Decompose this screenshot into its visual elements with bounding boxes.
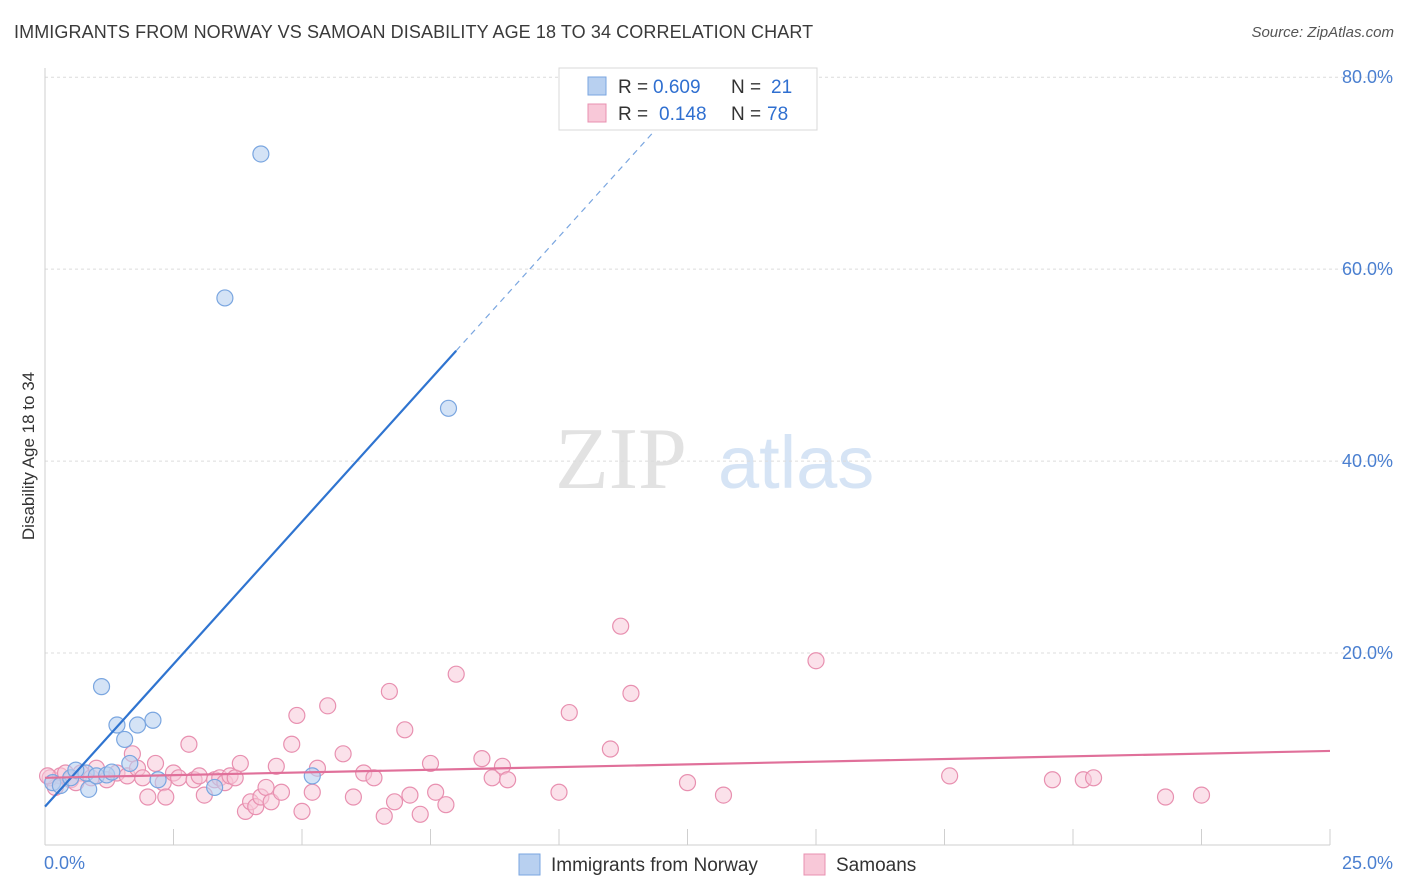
norway-point: [439, 399, 458, 417]
norway-trend-line: [44, 349, 458, 808]
norway-point: [92, 678, 111, 696]
samoan-point: [447, 665, 465, 683]
norway-point: [116, 730, 134, 749]
y-tick-label: 40.0%: [1342, 451, 1393, 471]
norway-n-value: 21: [771, 77, 792, 98]
x-tick-label-min: 0.0%: [44, 853, 85, 873]
norway-point: [128, 716, 147, 734]
samoan-point: [293, 802, 311, 821]
y-axis-title: Disability Age 18 to 34: [19, 372, 38, 540]
samoan-legend-swatch: [587, 103, 607, 123]
norway-point: [80, 780, 98, 798]
samoan-point: [601, 740, 620, 758]
samoan-point: [385, 793, 404, 811]
legend-label-samoans: Samoans: [836, 855, 916, 876]
samoan-point: [622, 684, 640, 702]
norway-point: [206, 778, 224, 797]
samoan-point: [1192, 786, 1211, 804]
norway-point: [121, 754, 139, 773]
samoan-point: [612, 617, 630, 635]
stats-legend: R = 0.609 N = 21 R = 0.148 N = 78: [558, 67, 818, 131]
legend-label-norway: Immigrants from Norway: [551, 855, 758, 876]
samoan-point: [226, 769, 244, 787]
samoan-n-label: N =: [731, 104, 761, 125]
samoan-point: [180, 735, 198, 753]
y-tick-label: 60.0%: [1342, 259, 1393, 279]
samoan-point: [283, 735, 301, 753]
samoan-point: [267, 757, 285, 775]
samoan-point: [560, 703, 578, 722]
norway-point: [149, 771, 167, 789]
norway-point: [103, 763, 121, 781]
trend-lines: [44, 122, 1331, 808]
samoan-r-value: 0.148: [659, 104, 707, 125]
norway-r-label: R =: [618, 77, 648, 98]
samoan-point: [231, 754, 249, 773]
grid-lines: [45, 76, 1392, 654]
samoan-n-value: 78: [767, 104, 788, 125]
samoan-point: [257, 778, 275, 797]
norway-legend-swatch: [587, 76, 607, 96]
samoan-point: [1156, 788, 1175, 806]
samoan-point: [421, 754, 440, 773]
x-tick-label-max: 25.0%: [1342, 853, 1393, 873]
norway-n-label: N =: [731, 77, 761, 98]
samoan-point: [375, 807, 393, 825]
watermark-zip: ZIP: [555, 411, 687, 508]
watermark-atlas: atlas: [718, 421, 874, 504]
norway-point: [252, 145, 270, 163]
x-ticks: [173, 829, 1331, 845]
samoan-point: [319, 697, 337, 715]
norway-trend-extension: [455, 122, 663, 352]
samoan-point: [550, 783, 568, 801]
samoan-point: [807, 652, 825, 670]
samoan-point: [334, 745, 352, 763]
norway-r-value: 0.609: [653, 77, 701, 98]
samoan-point: [303, 783, 321, 801]
samoan-point: [170, 769, 188, 787]
samoan-point: [1084, 769, 1103, 787]
y-tick-labels: 20.0% 40.0% 60.0% 80.0%: [1342, 67, 1393, 663]
samoan-point: [365, 769, 383, 787]
samoan-point: [272, 783, 291, 801]
samoan-r-label: R =: [618, 104, 648, 125]
samoan-point: [427, 783, 445, 801]
samoan-point: [288, 706, 306, 725]
norway-point: [216, 289, 234, 307]
norway-point: [303, 767, 321, 785]
samoan-trend-line: [44, 749, 1331, 779]
samoan-point: [134, 769, 152, 787]
samoan-point: [396, 721, 414, 739]
y-tick-label: 80.0%: [1342, 67, 1393, 87]
legend-swatch-samoans: [803, 853, 826, 876]
y-tick-label: 20.0%: [1342, 643, 1393, 663]
samoan-point: [678, 774, 697, 792]
samoan-point: [411, 805, 429, 823]
samoan-point: [473, 750, 491, 768]
samoan-point: [941, 767, 959, 785]
source-label: Source: ZipAtlas.com: [1251, 24, 1394, 41]
samoan-point: [499, 771, 517, 789]
samoan-point: [344, 788, 362, 806]
chart-title: IMMIGRANTS FROM NORWAY VS SAMOAN DISABIL…: [14, 22, 814, 42]
samoan-point: [380, 682, 398, 701]
samoan-point: [146, 754, 165, 773]
series-legend: Immigrants from Norway Samoans: [518, 853, 916, 876]
legend-swatch-norway: [518, 853, 541, 876]
norway-point: [67, 761, 85, 779]
samoan-point: [401, 786, 419, 804]
samoan-point: [157, 788, 175, 806]
norway-points: [44, 145, 458, 798]
samoan-point: [714, 786, 733, 804]
samoan-point: [190, 767, 208, 785]
norway-point: [144, 711, 162, 729]
samoan-point: [1043, 771, 1062, 789]
samoan-point: [437, 796, 455, 814]
axes: [44, 68, 1330, 846]
samoan-point: [139, 788, 157, 806]
